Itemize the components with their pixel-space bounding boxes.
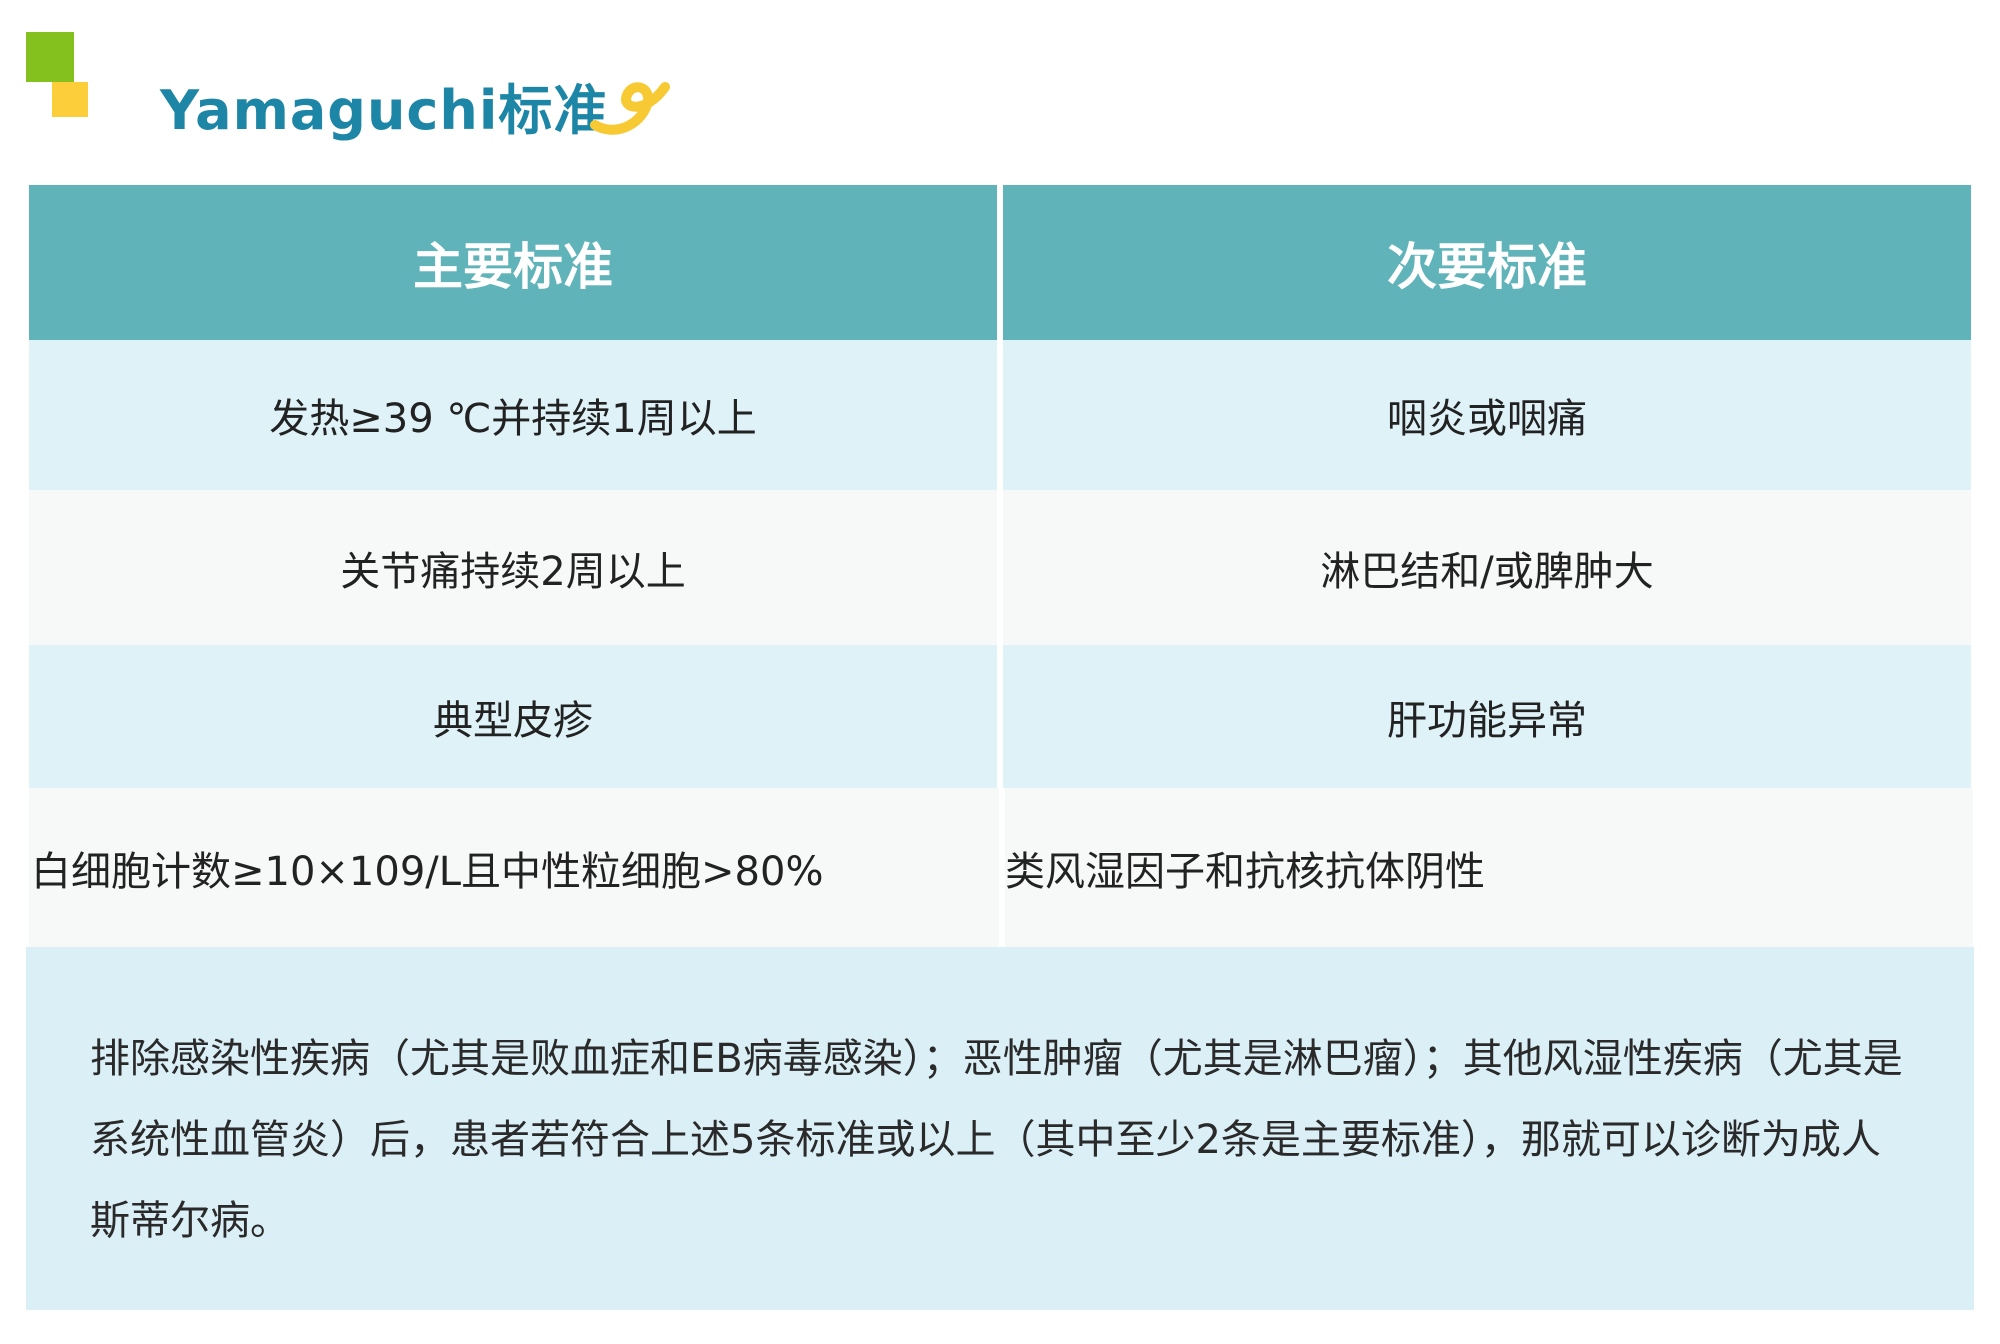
cell-minor: 肝功能异常 [1003,645,1971,788]
cell-major: 关节痛持续2周以上 [29,490,997,645]
header-minor: 次要标准 [1003,185,1971,340]
decorative-yellow-square [52,82,88,117]
diagnosis-note: 排除感染性疾病（尤其是败血症和EB病毒感染）；恶性肿瘤（尤其是淋巴瘤）；其他风湿… [26,947,1974,1310]
criteria-table: 主要标准 次要标准 发热≥39 ℃并持续1周以上 咽炎或咽痛 关节痛持续2周以上… [29,185,1973,947]
cell-minor: 类风湿因子和抗核抗体阴性 [1005,788,1973,947]
cell-major: 发热≥39 ℃并持续1周以上 [29,340,997,490]
swirl-icon [590,82,670,135]
page-title: Yamaguchi标准 [160,79,609,142]
table-row: 关节痛持续2周以上 淋巴结和/或脾肿大 [29,490,1971,645]
cell-minor: 咽炎或咽痛 [1003,340,1971,490]
table-row: 白细胞计数≥10×109/L且中性粒细胞>80% 类风湿因子和抗核抗体阴性 [29,788,1973,947]
header-major: 主要标准 [29,185,997,340]
cell-major: 典型皮疹 [29,645,997,788]
decorative-green-square [26,32,74,82]
table-header: 主要标准 次要标准 [29,185,1971,340]
cell-major: 白细胞计数≥10×109/L且中性粒细胞>80% [29,788,999,947]
cell-minor: 淋巴结和/或脾肿大 [1003,490,1971,645]
table-row: 发热≥39 ℃并持续1周以上 咽炎或咽痛 [29,340,1971,490]
table-row: 典型皮疹 肝功能异常 [29,645,1971,788]
